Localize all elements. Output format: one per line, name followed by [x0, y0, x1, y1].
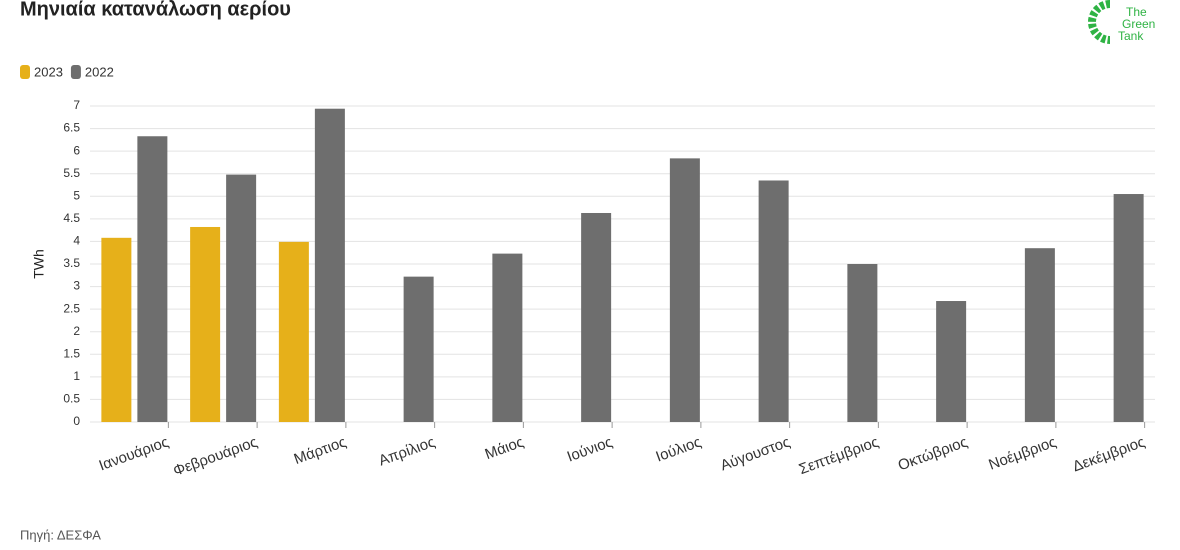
x-tick-label: Δεκέμβριος — [1070, 434, 1147, 476]
y-axis-label: TWh — [31, 249, 47, 279]
bar — [669, 158, 700, 422]
y-tick-label: 5.5 — [63, 166, 80, 180]
y-tick-label: 3 — [73, 279, 80, 293]
y-tick-label: 4.5 — [63, 211, 80, 225]
legend-swatch[interactable] — [70, 65, 81, 79]
y-tick-label: 4 — [73, 234, 80, 248]
y-tick-label: 5 — [73, 188, 80, 202]
x-tick-label: Μάιος — [483, 434, 526, 464]
x-tick-label: Απρίλιος — [376, 434, 437, 470]
bar — [137, 136, 168, 422]
y-tick-label: 7 — [73, 98, 80, 112]
x-tick-label: Ιούνιος — [565, 434, 615, 466]
x-tick-label: Μάρτιος — [292, 434, 349, 469]
chart-title: Μηνιαία κατανάλωση αερίου — [20, 0, 291, 20]
logo-text: Green — [1122, 17, 1155, 31]
y-tick-label: 0.5 — [63, 392, 80, 406]
bar — [190, 226, 221, 422]
x-tick-label: Αύγουστος — [718, 434, 792, 475]
y-tick-label: 2 — [73, 324, 80, 338]
bar — [847, 264, 878, 422]
bar — [492, 253, 523, 422]
bar — [758, 180, 789, 422]
x-tick-label: Σεπτέμβριος — [797, 434, 881, 479]
bar — [314, 108, 345, 423]
x-tick-label: Ιούλιος — [654, 434, 704, 466]
y-tick-label: 1 — [73, 369, 80, 383]
bar — [1113, 194, 1144, 422]
x-tick-label: Οκτώβριος — [896, 434, 970, 475]
legend-label[interactable]: 2023 — [34, 64, 63, 79]
logo-text: Tank — [1118, 29, 1144, 43]
x-tick-label: Ιανουάριος — [97, 434, 171, 475]
y-tick-label: 2.5 — [63, 301, 80, 315]
y-tick-label: 6 — [73, 143, 80, 157]
bar — [278, 241, 309, 422]
y-tick-label: 0 — [73, 414, 80, 428]
x-tick-label: Φεβρουάριος — [171, 434, 260, 480]
bar — [1024, 248, 1055, 422]
legend-swatch[interactable] — [20, 65, 30, 79]
logo-icon — [1088, 0, 1111, 44]
y-tick-label: 6.5 — [63, 121, 80, 135]
logo-text: The — [1126, 5, 1147, 19]
y-tick-label: 1.5 — [63, 346, 80, 360]
source: Πηγή: ΔΕΣΦΑ — [20, 527, 101, 542]
logo: The Green Tank — [1088, 0, 1155, 44]
y-tick-label: 3.5 — [63, 256, 80, 270]
bar — [403, 276, 434, 422]
bar — [101, 237, 132, 422]
legend-label[interactable]: 2022 — [85, 64, 114, 79]
bar — [581, 212, 612, 422]
bar — [226, 174, 257, 422]
x-tick-label: Νοέμβριος — [986, 434, 1058, 474]
bar — [936, 301, 967, 422]
